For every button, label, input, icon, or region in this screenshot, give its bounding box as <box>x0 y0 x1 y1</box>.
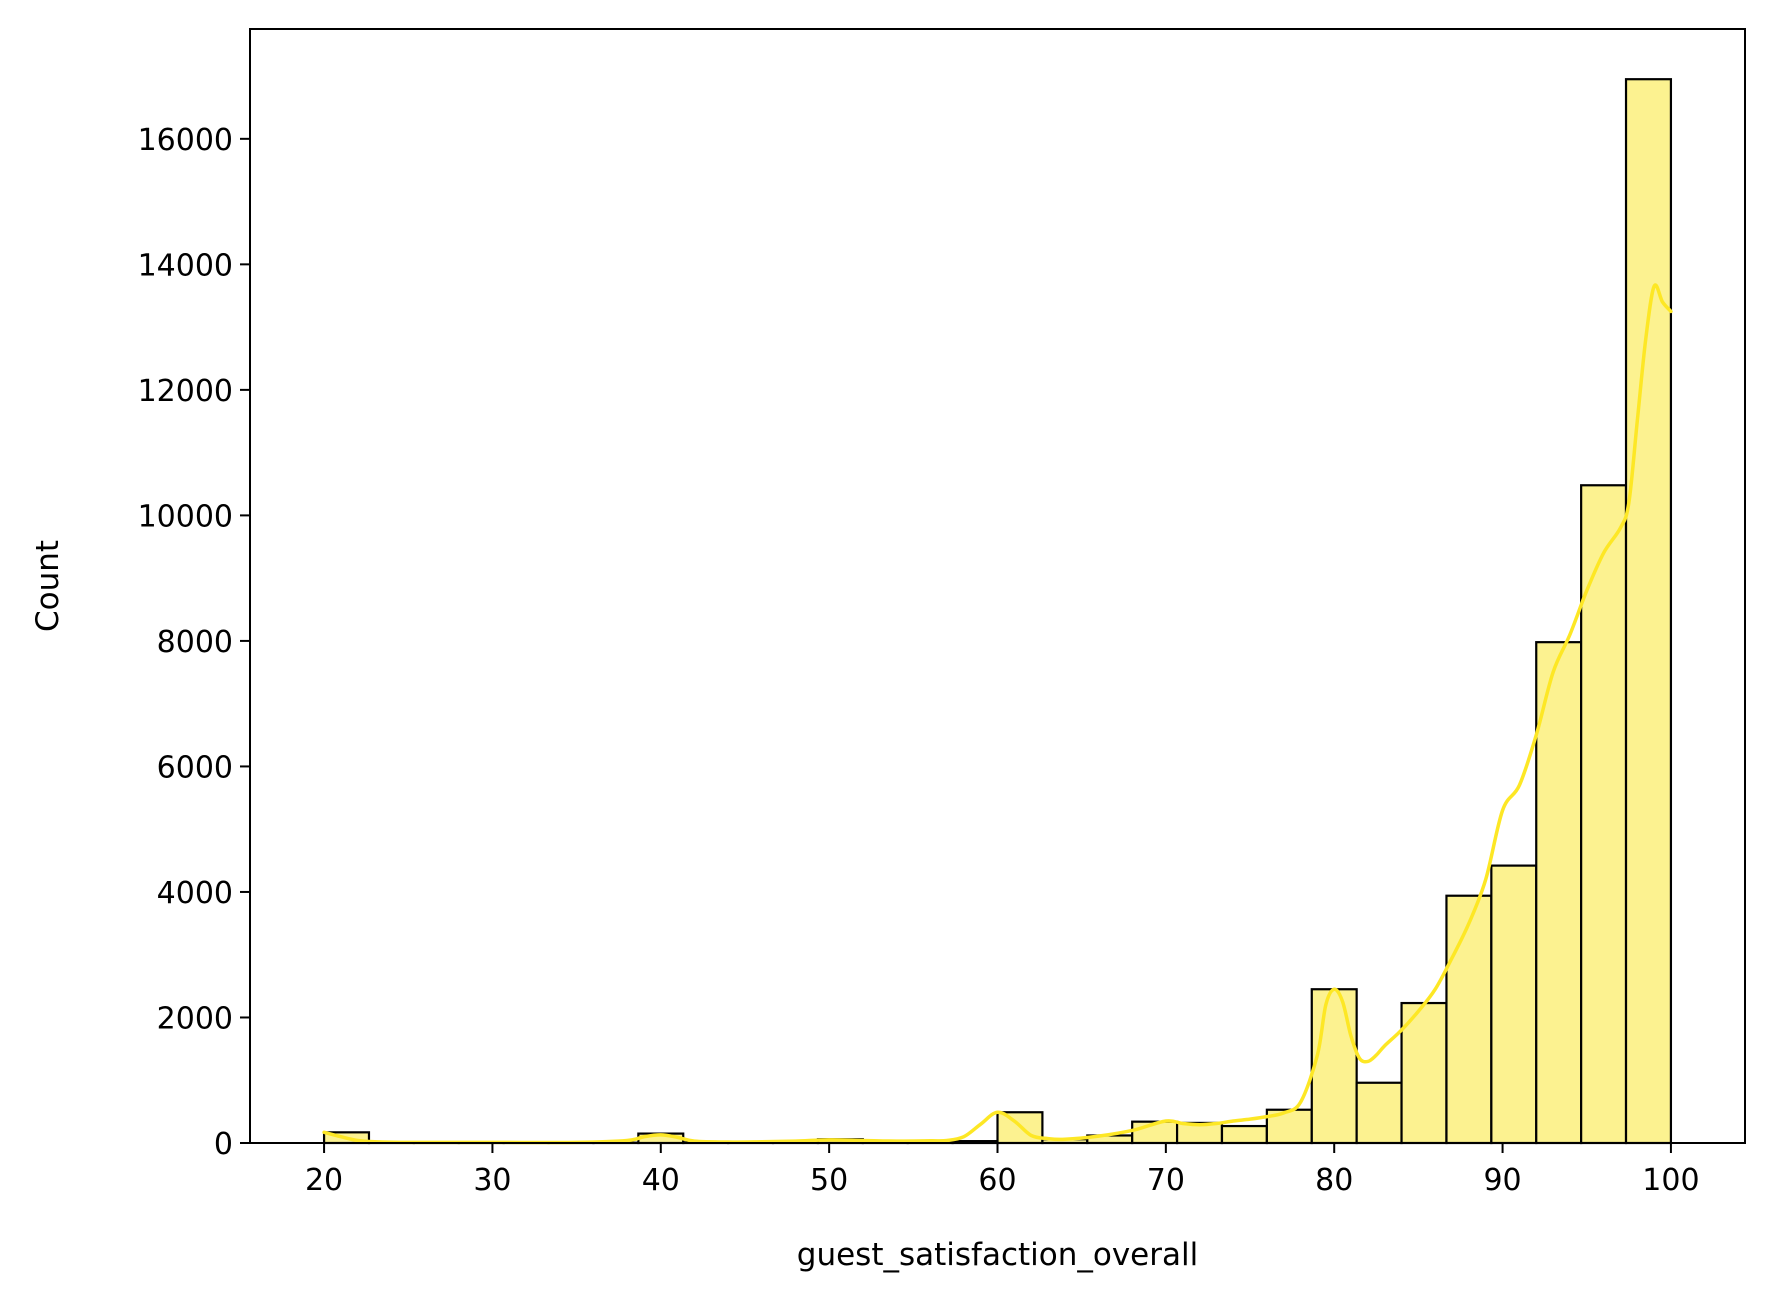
x-axis-ticks: 20 30 40 50 60 70 80 90 100 <box>305 1143 1700 1198</box>
histogram-bar <box>1490 864 1538 1145</box>
y-axis-label: Count <box>30 540 66 632</box>
y-tick-label: 8000 <box>157 625 233 660</box>
y-tick-label: 6000 <box>157 750 233 785</box>
y-tick-label: 16000 <box>138 123 233 158</box>
x-tick-label: 20 <box>305 1163 343 1198</box>
histogram-bar <box>1624 78 1673 1145</box>
kde-line <box>322 283 1673 1145</box>
histogram-bar <box>1220 1124 1268 1145</box>
plot-frame <box>249 28 1746 1144</box>
histogram-bar <box>1310 988 1358 1145</box>
y-tick-label: 12000 <box>138 374 233 409</box>
x-tick-label: 30 <box>473 1163 511 1198</box>
x-tick-label: 60 <box>978 1163 1016 1198</box>
y-axis-ticks: 0 2000 4000 6000 8000 10000 12000 14000 16000 <box>138 123 250 1162</box>
x-tick-label: 40 <box>642 1163 680 1198</box>
y-tick-label: 0 <box>214 1127 233 1162</box>
histogram-bar <box>1445 894 1493 1145</box>
y-tick-label: 2000 <box>157 1001 233 1036</box>
x-tick-label: 50 <box>810 1163 848 1198</box>
x-tick-label: 100 <box>1642 1163 1699 1198</box>
x-tick-label: 80 <box>1315 1163 1353 1198</box>
histogram-bar <box>1535 641 1583 1145</box>
x-axis-label: guest_satisfaction_overall <box>797 1237 1198 1273</box>
y-tick-label: 4000 <box>157 876 233 911</box>
kde-curve-layer <box>322 283 1673 1145</box>
y-tick-label: 14000 <box>138 248 233 283</box>
y-tick-label: 10000 <box>138 499 233 534</box>
histogram-bar <box>1355 1081 1403 1145</box>
x-tick-label: 70 <box>1147 1163 1185 1198</box>
x-tick-label: 90 <box>1483 1163 1521 1198</box>
